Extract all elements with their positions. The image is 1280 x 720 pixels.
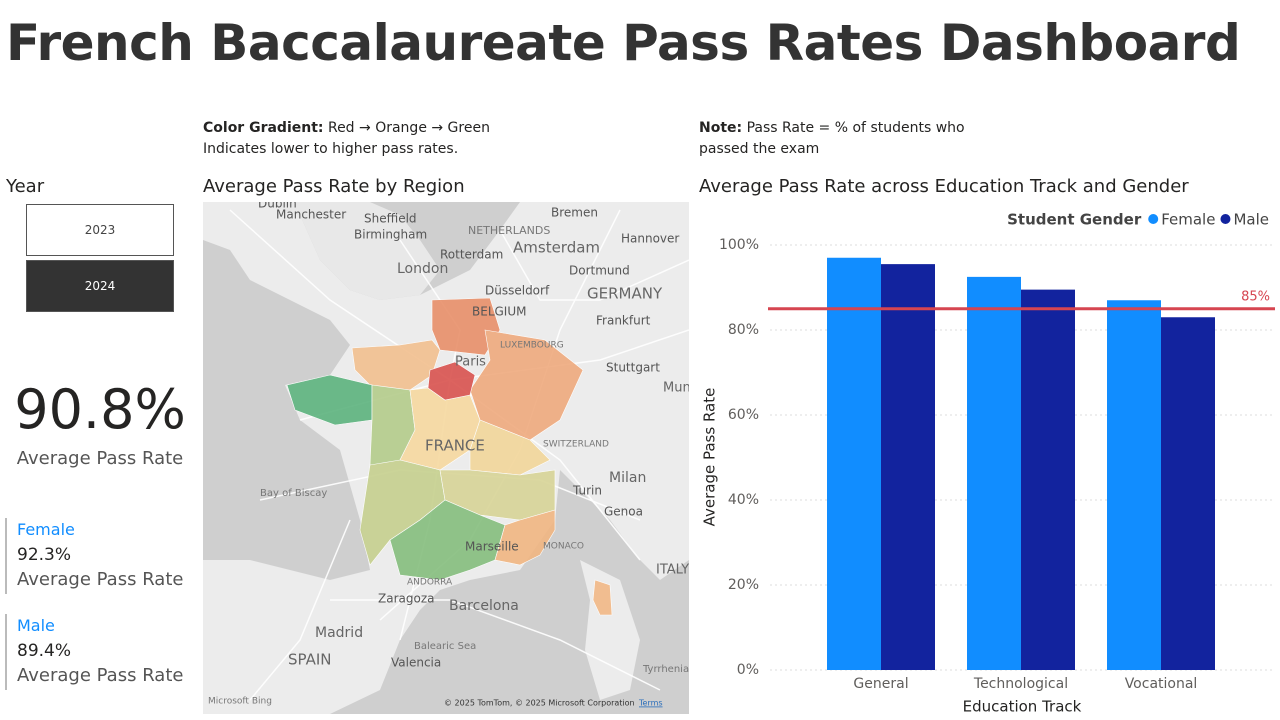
map-label: Dublin (258, 202, 297, 211)
map-label: Bay of Biscay (260, 488, 327, 499)
y-tick-label: 100% (719, 237, 759, 253)
map-label: Barcelona (449, 598, 519, 614)
map-label: Milan (609, 470, 646, 486)
region (494, 509, 556, 566)
x-tick-label: General (853, 676, 908, 692)
note-bold: Note: (699, 120, 743, 136)
map-label: Bremen (551, 206, 598, 220)
map-label: NETHERLANDS (468, 224, 550, 237)
card-value: 89.4% (17, 641, 72, 661)
map-label: Hannover (621, 232, 679, 246)
reference-label: 85% (1241, 289, 1270, 304)
map-label: Frankfurt (596, 314, 651, 328)
map-label: Turin (572, 484, 602, 498)
bar (827, 257, 881, 670)
gender-card: Female 92.3% Average Pass Rate (5, 518, 183, 594)
x-tick-label: Vocational (1125, 676, 1198, 692)
bar (1161, 317, 1215, 670)
legend-swatch (1220, 214, 1231, 224)
map-label: BELGIUM (472, 305, 526, 319)
map-label: Mun (663, 381, 689, 396)
legend-label: Male (1233, 211, 1269, 229)
bar (881, 264, 935, 670)
bar (967, 276, 1021, 670)
chart-title: Average Pass Rate across Education Track… (699, 176, 1189, 197)
card-title: Female (17, 520, 75, 539)
map-label: MONACO (543, 542, 584, 552)
y-tick-label: 20% (728, 577, 759, 593)
map-attribution: Microsoft Bing (208, 697, 272, 707)
note-text: Pass Rate = % of students who (746, 120, 965, 136)
page-title: French Baccalaureate Pass Rates Dashboar… (6, 14, 1241, 72)
card-value: 92.3% (17, 545, 72, 565)
map-label: Dortmund (569, 264, 630, 278)
map-label: Genoa (604, 505, 643, 519)
note-text: Red → Orange → Green (327, 120, 490, 136)
map-label: Madrid (315, 625, 363, 641)
year-button[interactable]: 2023 (26, 204, 174, 256)
kpi-label: Average Pass Rate (16, 448, 184, 469)
map-label: Stuttgart (606, 361, 660, 375)
gradient-note: Color Gradient: Red → Orange → Green Ind… (203, 118, 490, 160)
map-label: Manchester (276, 208, 346, 222)
definition-note: Note: Pass Rate = % of students who pass… (699, 118, 965, 160)
region (592, 579, 613, 616)
legend-swatch (1148, 214, 1159, 224)
map-label: Paris (455, 355, 486, 370)
map-label: Sheffield (364, 212, 417, 226)
map-label: LUXEMBOURG (500, 341, 564, 351)
x-axis-label: Education Track (963, 698, 1082, 716)
y-tick-label: 80% (728, 322, 759, 338)
map-label: GERMANY (587, 285, 663, 303)
map-label: Düsseldorf (485, 284, 550, 298)
regions (286, 297, 613, 616)
note-text: Indicates lower to higher pass rates. (203, 141, 459, 157)
card-label: Average Pass Rate (17, 665, 184, 686)
map-label: Rotterdam (440, 248, 503, 262)
map-label: Zaragoza (378, 592, 434, 606)
map-label: Marseille (465, 540, 519, 554)
map-attribution: © 2025 TomTom, © 2025 Microsoft Corporat… (444, 699, 635, 708)
map-label: ANDORRA (407, 578, 453, 588)
card-title: Male (17, 616, 55, 635)
map-label: SWITZERLAND (543, 440, 609, 450)
region (431, 297, 501, 356)
x-tick-label: Technological (973, 676, 1068, 692)
terms-link[interactable]: Terms (638, 699, 663, 708)
y-tick-label: 40% (728, 492, 759, 508)
map-label: London (397, 261, 448, 277)
note-bold: Color Gradient: (203, 120, 324, 136)
y-tick-label: 60% (728, 407, 759, 423)
y-axis-label: Average Pass Rate (701, 388, 719, 527)
note-text: passed the exam (699, 141, 820, 157)
map-label: Amsterdam (513, 239, 600, 257)
map-label: Balearic Sea (414, 641, 476, 652)
region (427, 361, 476, 401)
y-tick-label: 0% (737, 662, 759, 678)
map: Dublin Manchester Sheffield Birmingham N… (203, 202, 689, 714)
bar (1021, 289, 1075, 670)
map-label: Tyrrhenian (642, 664, 689, 675)
slicer-title: Year (6, 176, 45, 197)
map-label: ITALY (656, 563, 689, 578)
legend-title: Student Gender (1007, 211, 1142, 229)
map-label: Birmingham (354, 228, 427, 242)
map-label: SPAIN (288, 651, 332, 669)
gender-card: Male 89.4% Average Pass Rate (5, 614, 183, 690)
map-title: Average Pass Rate by Region (203, 176, 465, 197)
map-labels: Dublin Manchester Sheffield Birmingham N… (208, 202, 689, 708)
legend-label: Female (1161, 211, 1215, 229)
card-label: Average Pass Rate (17, 569, 184, 590)
year-button[interactable]: 2024 (26, 260, 174, 312)
map-label: Valencia (391, 656, 441, 670)
kpi-value: 90.8% (14, 378, 186, 441)
map-label: FRANCE (425, 437, 485, 455)
land (260, 202, 440, 300)
bar (1107, 300, 1161, 670)
